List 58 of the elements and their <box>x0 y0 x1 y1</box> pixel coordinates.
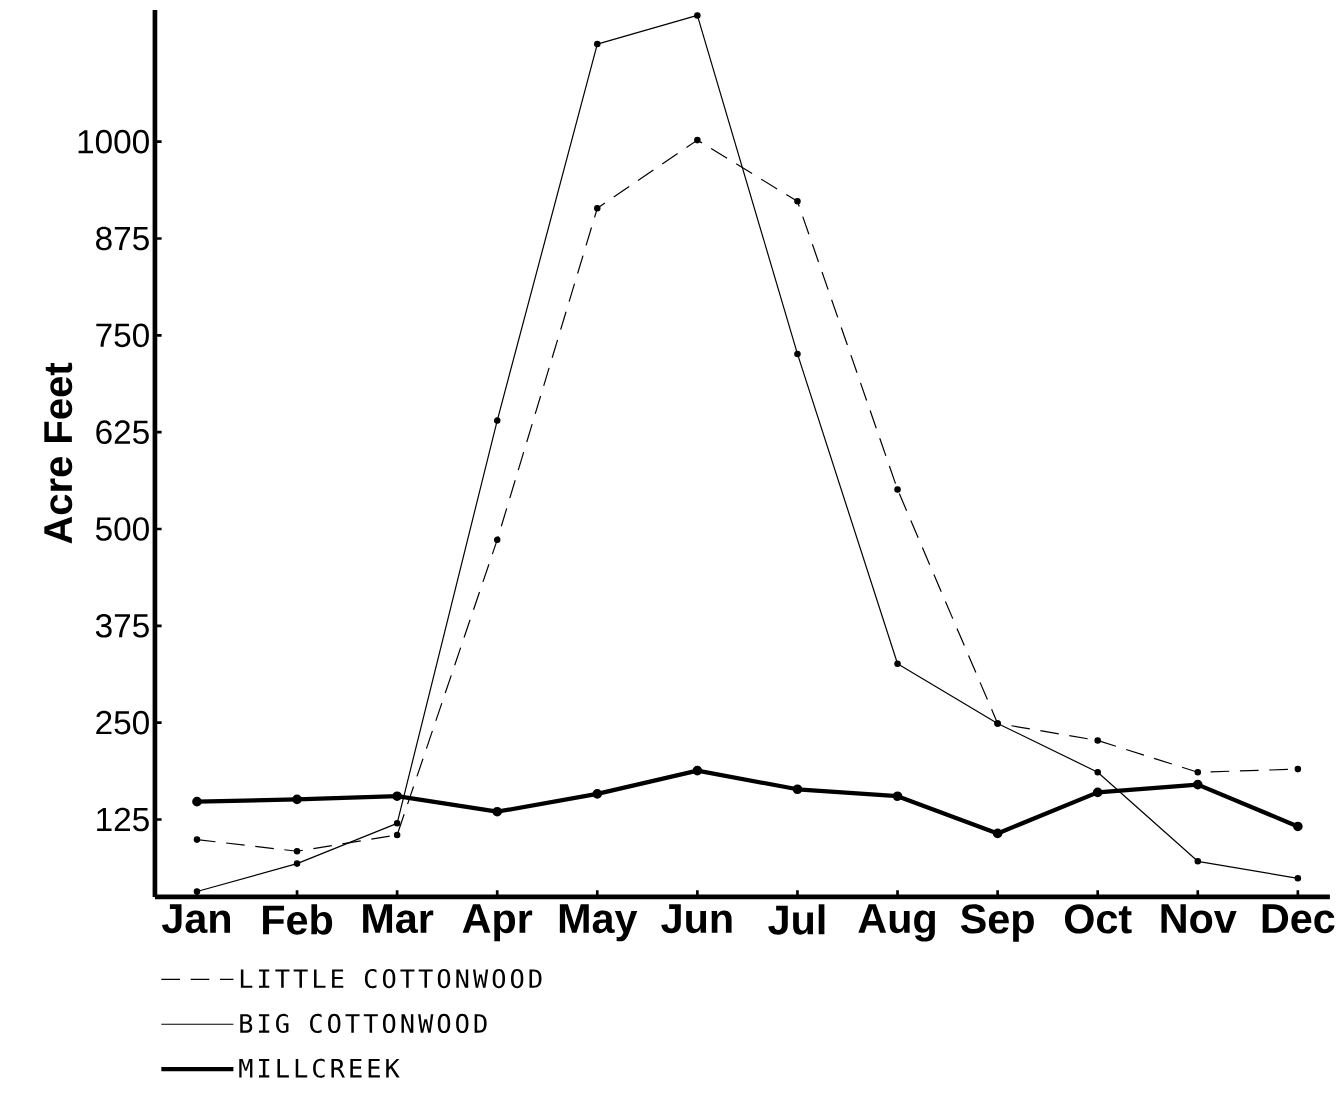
point <box>992 828 1003 839</box>
x-tick-label: Mar <box>363 904 434 934</box>
point <box>1192 779 1203 790</box>
point <box>192 796 202 807</box>
y-tick-label: 250 <box>96 710 149 735</box>
point <box>892 791 903 802</box>
point <box>392 791 402 802</box>
x-tick-label: Jul <box>768 904 825 935</box>
point <box>193 836 201 843</box>
point <box>1194 858 1202 865</box>
point <box>1294 765 1302 773</box>
point <box>193 888 201 895</box>
x-tick-label: May <box>559 904 638 942</box>
y-tick-label: 625 <box>96 420 149 444</box>
point <box>493 536 501 544</box>
point <box>594 40 601 48</box>
point <box>492 806 503 817</box>
point <box>293 860 301 867</box>
point <box>1092 787 1103 798</box>
x-tick-label: Oct <box>1064 904 1132 934</box>
y-axis-title: Acre Feet <box>44 362 73 544</box>
point <box>792 784 803 795</box>
y-tick-label: 750 <box>96 323 149 348</box>
point <box>692 765 703 776</box>
legend-label: MILLCREEK <box>239 1058 400 1078</box>
x-tick-label: Aug <box>858 904 935 942</box>
x-tick-label: Dec <box>1262 904 1335 934</box>
point <box>1293 821 1303 832</box>
y-tick-label: 500 <box>95 517 149 541</box>
y-tick-label: 1000 <box>78 129 149 154</box>
point <box>292 794 302 805</box>
y-tick-label: 375 <box>95 614 149 638</box>
point <box>393 820 401 827</box>
legend-label: LITTLE COTTONWOOD <box>240 969 542 989</box>
point <box>1194 768 1202 776</box>
y-tick-label: 875 <box>96 226 149 251</box>
point <box>894 486 901 493</box>
point <box>794 350 801 358</box>
x-tick-label: Feb <box>263 904 333 935</box>
x-tick-label: Sep <box>960 904 1034 942</box>
y-tick-label: 125 <box>97 807 149 832</box>
point <box>894 660 901 668</box>
x-tick-label: Apr <box>462 904 533 942</box>
point <box>794 198 801 205</box>
point <box>594 205 601 212</box>
point <box>694 136 701 144</box>
point <box>293 847 301 855</box>
legend-label: BIG COTTONWOOD <box>240 1013 487 1034</box>
point <box>592 789 603 799</box>
x-tick-label: Nov <box>1161 904 1237 934</box>
point <box>1294 875 1302 882</box>
point <box>1094 768 1101 776</box>
point <box>393 831 401 839</box>
x-tick-label: Jan <box>161 904 231 934</box>
point <box>493 417 501 424</box>
x-tick-label: Jun <box>661 904 732 934</box>
point <box>1094 737 1101 744</box>
point <box>694 12 701 19</box>
